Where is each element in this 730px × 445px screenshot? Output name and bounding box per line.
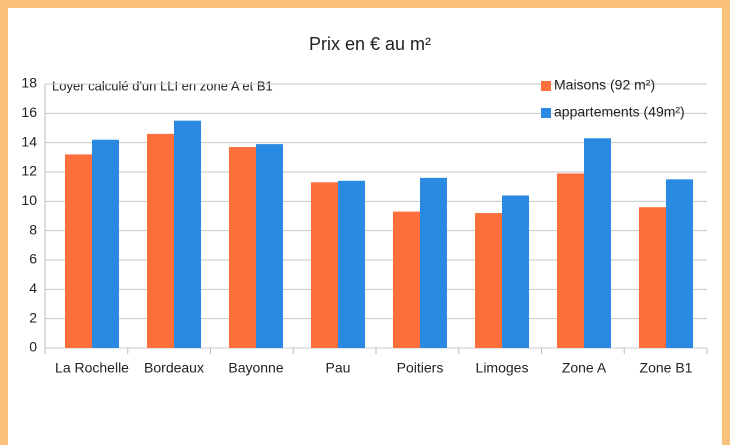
y-tick-label: 6	[29, 251, 37, 267]
y-tick-label: 4	[29, 280, 37, 296]
bar	[502, 195, 529, 348]
x-tick-label: La Rochelle	[55, 360, 129, 376]
x-tick-label: Poitiers	[397, 360, 444, 376]
bar	[393, 211, 420, 348]
bar	[420, 177, 447, 348]
bar	[639, 207, 666, 348]
chart: Prix en € au m² Loyer calculé d'un LLI e…	[8, 8, 722, 445]
bar	[557, 173, 584, 348]
x-tick-label: Pau	[326, 360, 351, 376]
y-tick-label: 18	[21, 75, 37, 91]
bar	[256, 144, 283, 348]
y-tick-label: 2	[29, 309, 37, 325]
y-tick-label: 8	[29, 221, 37, 237]
x-tick-label: Zone B1	[640, 360, 693, 376]
legend-swatch	[541, 108, 551, 118]
x-tick-label: Limoges	[476, 360, 529, 376]
legend-label: Maisons (92 m²)	[554, 77, 655, 93]
bar	[584, 138, 611, 348]
bar	[311, 182, 338, 348]
y-tick-label: 0	[29, 339, 37, 355]
y-tick-label: 10	[21, 192, 37, 208]
legend-label: appartements (49m²)	[554, 104, 685, 120]
bar	[147, 133, 174, 348]
bar	[174, 120, 201, 349]
chart-title: Prix en € au m²	[309, 34, 431, 54]
y-tick-label: 12	[21, 163, 37, 179]
annotation: Loyer calculé d'un LLI en zone A et B1	[52, 78, 273, 93]
bar	[229, 147, 256, 348]
bar	[475, 213, 502, 348]
legend-swatch	[541, 81, 551, 91]
y-tick-label: 14	[21, 133, 37, 149]
y-tick-label: 16	[21, 104, 37, 120]
bar	[92, 139, 119, 348]
x-tick-label: Zone A	[562, 360, 607, 376]
bar	[338, 180, 365, 348]
x-tick-label: Bordeaux	[144, 360, 204, 376]
bar	[65, 154, 92, 348]
bar	[666, 179, 693, 348]
x-tick-label: Bayonne	[228, 360, 283, 376]
